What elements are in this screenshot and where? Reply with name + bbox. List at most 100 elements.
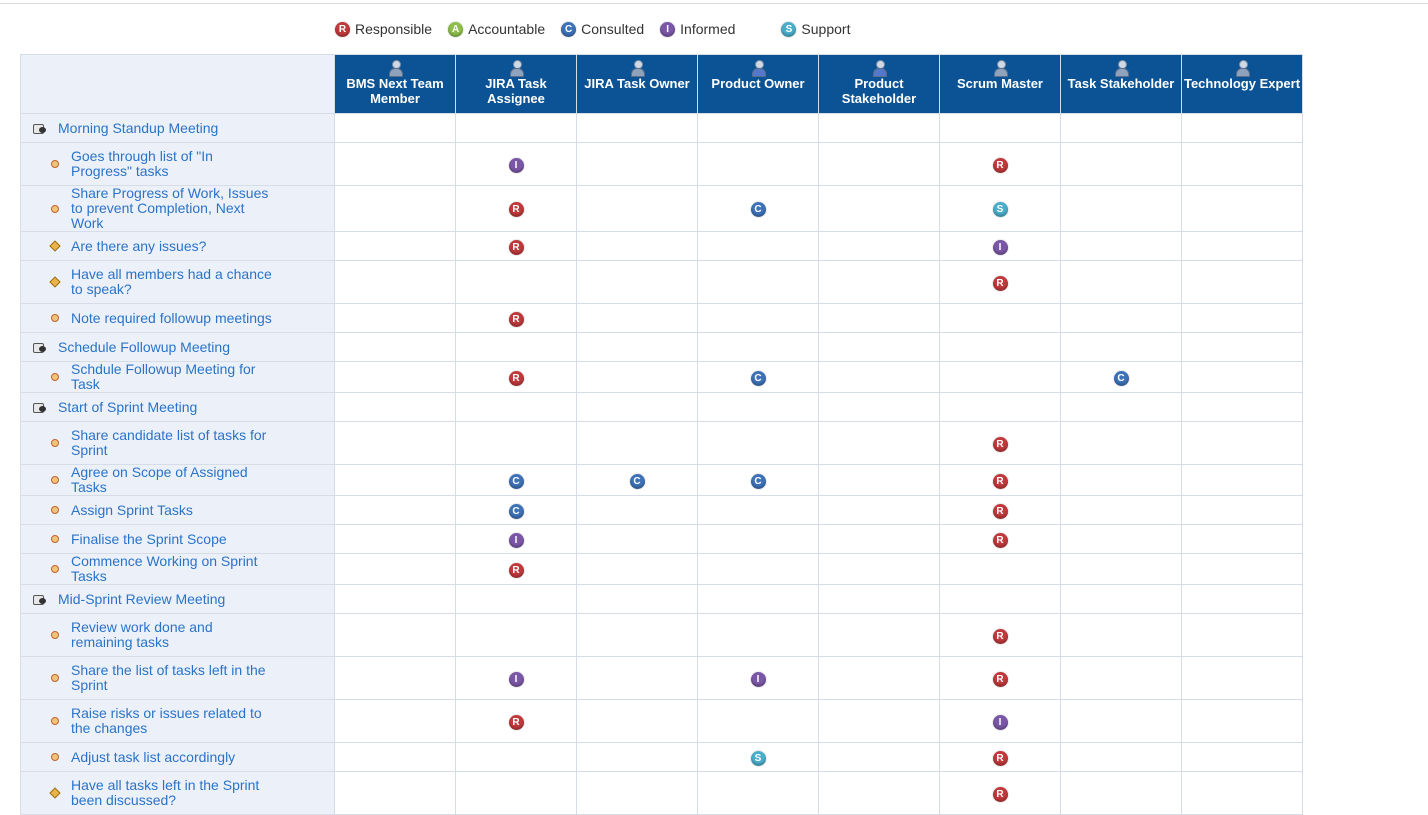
- process-group-label[interactable]: Start of Sprint Meeting: [58, 399, 198, 415]
- task-label[interactable]: Agree on Scope of Assigned Tasks: [71, 464, 248, 495]
- task-link[interactable]: Have all members had a chance to speak?: [21, 267, 334, 297]
- raci-cell[interactable]: [1060, 584, 1182, 614]
- raci-cell[interactable]: [1060, 142, 1182, 186]
- raci-cell[interactable]: [334, 185, 456, 232]
- raci-cell[interactable]: [697, 142, 819, 186]
- raci-cell[interactable]: [1181, 332, 1303, 362]
- raci-cell[interactable]: [455, 421, 577, 465]
- raci-cell[interactable]: C: [1060, 361, 1182, 393]
- raci-cell[interactable]: [334, 332, 456, 362]
- role-header[interactable]: BMS Next Team Member: [334, 54, 456, 114]
- raci-cell[interactable]: [1181, 142, 1303, 186]
- raci-cell[interactable]: [818, 524, 940, 554]
- raci-cell[interactable]: [697, 495, 819, 525]
- raci-cell[interactable]: [576, 495, 698, 525]
- task-link[interactable]: Assign Sprint Tasks: [21, 501, 334, 518]
- raci-cell[interactable]: [818, 699, 940, 743]
- raci-cell[interactable]: [334, 613, 456, 657]
- task-label[interactable]: Have all tasks left in the Sprint been d…: [71, 777, 260, 808]
- raci-cell[interactable]: [818, 656, 940, 700]
- raci-cell[interactable]: [818, 742, 940, 772]
- raci-cell[interactable]: [1060, 771, 1182, 815]
- raci-cell[interactable]: [334, 771, 456, 815]
- task-label[interactable]: Assign Sprint Tasks: [71, 501, 193, 518]
- raci-cell[interactable]: [334, 231, 456, 261]
- raci-cell[interactable]: [334, 361, 456, 393]
- raci-cell[interactable]: [1060, 231, 1182, 261]
- raci-cell[interactable]: [818, 185, 940, 232]
- task-link[interactable]: Share candidate list of tasks for Sprint: [21, 428, 334, 458]
- task-label[interactable]: Share Progress of Work, Issues to preven…: [71, 185, 269, 231]
- task-label[interactable]: Note required followup meetings: [71, 309, 272, 326]
- task-label[interactable]: Goes through list of "In Progress" tasks: [71, 148, 213, 179]
- raci-cell[interactable]: C: [455, 495, 577, 525]
- task-link[interactable]: Adjust task list accordingly: [21, 749, 334, 765]
- raci-cell[interactable]: [1181, 613, 1303, 657]
- raci-cell[interactable]: [1181, 771, 1303, 815]
- raci-cell[interactable]: [576, 656, 698, 700]
- role-header[interactable]: Task Stakeholder: [1060, 54, 1182, 114]
- raci-cell[interactable]: [697, 553, 819, 585]
- task-link[interactable]: Commence Working on Sprint Tasks: [21, 554, 334, 584]
- raci-cell[interactable]: [576, 742, 698, 772]
- raci-cell[interactable]: I: [939, 699, 1061, 743]
- raci-cell[interactable]: [697, 771, 819, 815]
- raci-cell[interactable]: R: [939, 656, 1061, 700]
- process-group-link[interactable]: Mid-Sprint Review Meeting: [21, 591, 334, 607]
- raci-cell[interactable]: [1181, 656, 1303, 700]
- raci-cell[interactable]: [334, 553, 456, 585]
- raci-cell[interactable]: [697, 303, 819, 333]
- raci-cell[interactable]: S: [939, 185, 1061, 232]
- raci-cell[interactable]: [818, 421, 940, 465]
- raci-cell[interactable]: R: [939, 613, 1061, 657]
- task-link[interactable]: Finalise the Sprint Scope: [21, 531, 334, 547]
- raci-cell[interactable]: [1060, 613, 1182, 657]
- raci-cell[interactable]: [1181, 185, 1303, 232]
- raci-cell[interactable]: [1060, 392, 1182, 422]
- task-label[interactable]: Raise risks or issues related to the cha…: [71, 705, 262, 736]
- raci-cell[interactable]: [334, 495, 456, 525]
- raci-cell[interactable]: [1181, 113, 1303, 143]
- raci-cell[interactable]: [455, 392, 577, 422]
- process-group-link[interactable]: Morning Standup Meeting: [21, 120, 334, 136]
- role-header[interactable]: Scrum Master: [939, 54, 1061, 114]
- raci-cell[interactable]: C: [697, 464, 819, 496]
- raci-cell[interactable]: [818, 771, 940, 815]
- raci-cell[interactable]: [1060, 495, 1182, 525]
- raci-cell[interactable]: [576, 113, 698, 143]
- raci-cell[interactable]: [1181, 495, 1303, 525]
- task-label[interactable]: Share candidate list of tasks for Sprint: [71, 427, 267, 458]
- raci-cell[interactable]: R: [455, 699, 577, 743]
- raci-cell[interactable]: [939, 303, 1061, 333]
- raci-cell[interactable]: [455, 742, 577, 772]
- raci-cell[interactable]: [576, 553, 698, 585]
- raci-cell[interactable]: [1060, 185, 1182, 232]
- raci-cell[interactable]: [576, 142, 698, 186]
- raci-cell[interactable]: [455, 613, 577, 657]
- raci-cell[interactable]: R: [939, 524, 1061, 554]
- task-link[interactable]: Note required followup meetings: [21, 309, 334, 326]
- raci-cell[interactable]: [1181, 464, 1303, 496]
- raci-cell[interactable]: [697, 524, 819, 554]
- raci-cell[interactable]: [818, 332, 940, 362]
- raci-cell[interactable]: [576, 185, 698, 232]
- raci-cell[interactable]: R: [939, 495, 1061, 525]
- raci-cell[interactable]: [576, 771, 698, 815]
- raci-cell[interactable]: [818, 392, 940, 422]
- raci-cell[interactable]: [697, 699, 819, 743]
- raci-cell[interactable]: R: [455, 303, 577, 333]
- raci-cell[interactable]: [334, 524, 456, 554]
- process-group-label[interactable]: Mid-Sprint Review Meeting: [58, 591, 226, 607]
- raci-cell[interactable]: [697, 584, 819, 614]
- raci-cell[interactable]: [818, 584, 940, 614]
- raci-cell[interactable]: [939, 553, 1061, 585]
- raci-cell[interactable]: [818, 260, 940, 304]
- raci-cell[interactable]: [697, 421, 819, 465]
- raci-cell[interactable]: [1181, 584, 1303, 614]
- task-link[interactable]: Review work done and remaining tasks: [21, 620, 334, 650]
- raci-cell[interactable]: [455, 332, 577, 362]
- raci-cell[interactable]: R: [455, 553, 577, 585]
- raci-cell[interactable]: [1060, 524, 1182, 554]
- task-link[interactable]: Schdule Followup Meeting for Task: [21, 362, 334, 392]
- raci-cell[interactable]: [1060, 260, 1182, 304]
